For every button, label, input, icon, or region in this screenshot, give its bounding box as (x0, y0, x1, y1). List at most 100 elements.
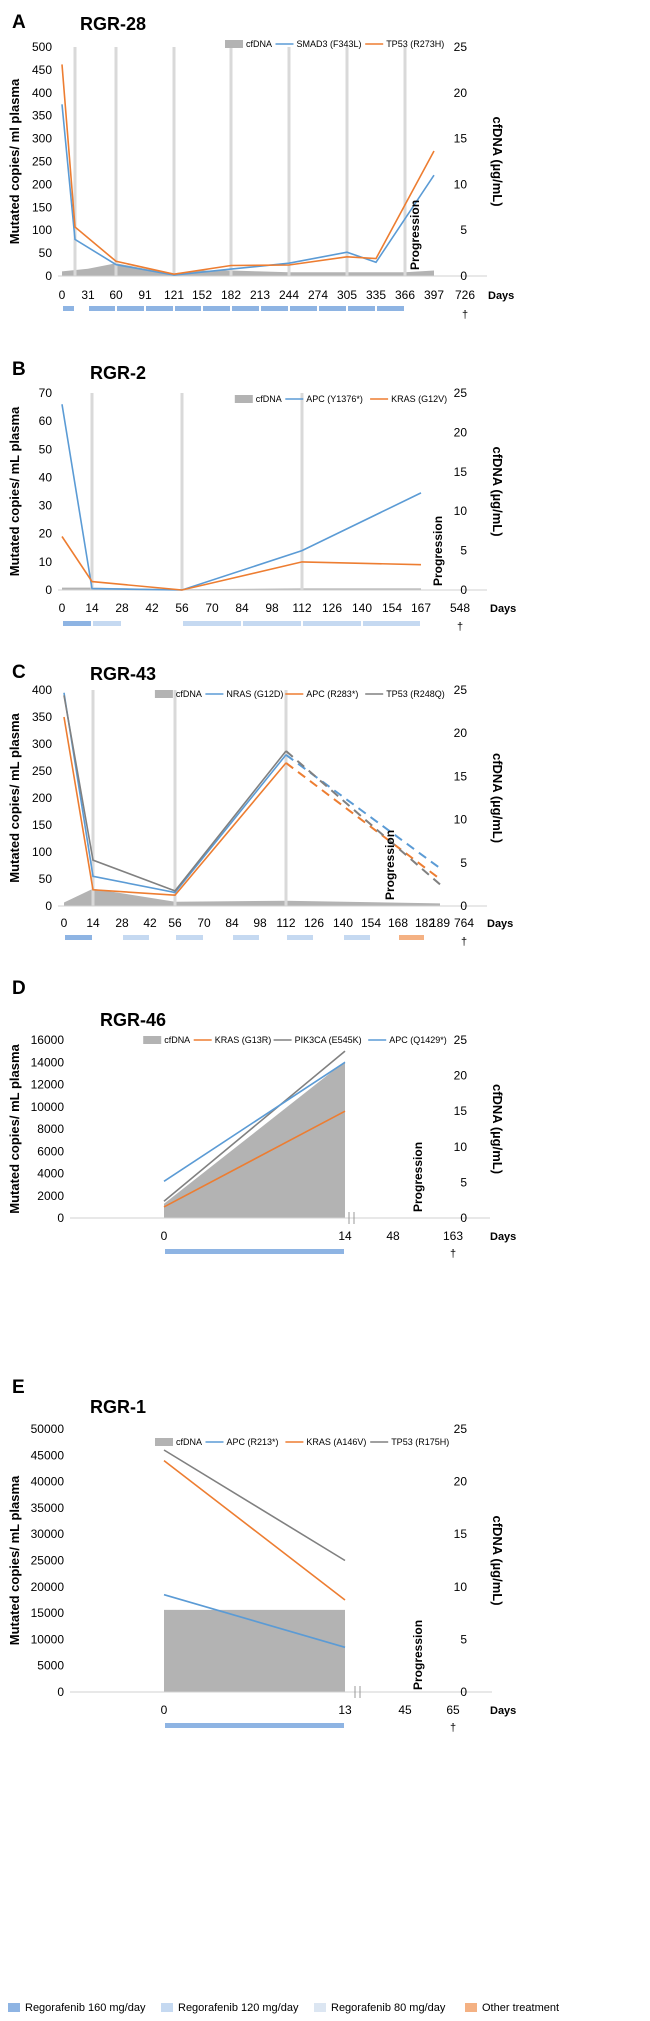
panel-d-y-tick: 12000 (31, 1078, 65, 1092)
panel-c-legend-swatch-cfdna (154, 690, 173, 698)
panel-a-death-mark: † (462, 309, 468, 321)
panel-e-y2-tick: 25 (454, 1422, 468, 1436)
panel-e-y-tick: 5000 (37, 1659, 64, 1673)
panel-d-death-mark: † (450, 1248, 456, 1260)
panel-a-y-axis-title: Mutated copies/ ml plasma (7, 78, 22, 244)
treatment-legend-swatch-1 (161, 2003, 173, 2012)
panel-a-x-tick: 366 (395, 288, 415, 302)
panel-c-y-tick: 350 (32, 710, 52, 724)
panel-a-y2-tick: 10 (454, 177, 468, 191)
panel-d-legend-label-1: KRAS (G13R) (215, 1035, 272, 1045)
panel-a-x-tick: 152 (192, 288, 212, 302)
panel-c-y2-tick: 5 (460, 856, 467, 870)
panel-c-y2-axis-title: cfDNA (µg/mL) (490, 753, 505, 843)
panel-e-cfdna-area (164, 1609, 345, 1692)
panel-a-y-tick: 300 (32, 132, 52, 146)
panel-d-y-tick: 8000 (37, 1122, 64, 1136)
panel-c-x-tick: 189 (430, 916, 450, 930)
panel-e-x-tick: 13 (338, 1703, 352, 1717)
panel-d-title: RGR-46 (100, 1010, 166, 1030)
treatment-legend-label-0: Regorafenib 160 mg/day (25, 2002, 146, 2014)
panel-d-legend-label-2: PIK3CA (E545K) (295, 1035, 362, 1045)
treatment-legend-label-3: Other treatment (482, 2002, 559, 2014)
panel-b: B RGR-2 0 10 20 30 40 50 60 70 0 5 10 15 20 25 0 14 28 42 56… (7, 359, 516, 633)
panel-b-x-tick: 548 (450, 601, 470, 615)
panel-c-x-tick: 42 (143, 916, 157, 930)
panel-d-y-tick: 0 (57, 1211, 64, 1225)
panel-b-y2-tick: 0 (460, 583, 467, 597)
panel-b-y2-tick: 5 (460, 544, 467, 558)
panel-b-legend-label-0: cfDNA (256, 394, 282, 404)
panel-b-x-tick: 84 (235, 601, 249, 615)
panel-e-series-1-line (163, 1459, 346, 1601)
panel-a-legend-label-0: cfDNA (246, 39, 272, 49)
panel-e-progression-label: Progression (411, 1620, 425, 1690)
panel-c-y2-tick: 25 (454, 683, 468, 697)
panel-c-legend-label-1: NRAS (G12D) (226, 689, 283, 699)
panel-b-y-tick: 10 (39, 555, 53, 569)
panel-c-y-tick: 100 (32, 845, 52, 859)
panel-a-treatment-bar-6 (232, 306, 259, 311)
panel-d-y2-axis-title: cfDNA (µg/mL) (490, 1084, 505, 1174)
panel-e-legend-label-1: APC (R213*) (227, 1437, 279, 1447)
panel-e-y2-tick: 0 (460, 1685, 467, 1699)
panel-a-series-1-line (61, 64, 435, 276)
panel-c-x-tick: 140 (333, 916, 353, 930)
panel-c-x-tick: 84 (225, 916, 239, 930)
panel-d-y2-tick: 25 (454, 1033, 468, 1047)
panel-c-y2-tick: 0 (460, 899, 467, 913)
panel-b-progression-label: Progression (431, 516, 445, 586)
panel-e-title: RGR-1 (90, 1397, 146, 1417)
panel-a-series-0-line (61, 104, 435, 276)
panel-e-series-2-line (163, 1449, 346, 1562)
panel-a-y2-tick: 0 (460, 269, 467, 283)
panel-b-y-tick: 20 (39, 527, 53, 541)
panel-b-x-tick: 14 (85, 601, 99, 615)
panel-e-y2-tick: 5 (460, 1632, 467, 1646)
panel-c-x-tick: 112 (276, 916, 295, 930)
panel-e-y-tick: 10000 (31, 1632, 65, 1646)
panel-b-x-tick: 98 (265, 601, 279, 615)
panel-b-x-tick: 167 (411, 601, 431, 615)
panel-d-y-tick: 6000 (37, 1144, 64, 1158)
panel-c-y-tick: 250 (32, 764, 52, 778)
panel-a-treatment-bar-8 (290, 306, 317, 311)
panel-d-legend-label-0: cfDNA (164, 1035, 190, 1045)
panel-a-days-label: Days (488, 290, 514, 302)
panel-c-y2-tick: 20 (454, 726, 468, 740)
panel-a-treatment-bar-1 (89, 306, 115, 311)
panel-a-y2-tick: 25 (454, 40, 468, 54)
panel-c-legend-label-2: APC (R283*) (306, 689, 358, 699)
panel-a-y-tick: 150 (32, 200, 52, 214)
panel-d-x-tick: 163 (443, 1229, 463, 1243)
panel-c-progression-label: Progression (383, 830, 397, 900)
panel-b-x-tick: 112 (292, 601, 311, 615)
panel-c-y-tick: 300 (32, 737, 52, 751)
panel-c-y-tick: 150 (32, 818, 52, 832)
panel-c-treatment-bar-1 (123, 935, 149, 940)
panel-a-treatment-bar-11 (377, 306, 404, 311)
panel-b-legend-label-2: KRAS (G12V) (391, 394, 447, 404)
panel-d-y-tick: 16000 (31, 1033, 65, 1047)
panel-b-treatment-bar-1 (93, 621, 121, 626)
panel-a-y-tick: 450 (32, 63, 52, 77)
panel-e-y-tick: 50000 (31, 1422, 65, 1436)
panel-c-x-tick: 0 (61, 916, 68, 930)
panel-b-legend-swatch-cfdna (234, 395, 253, 403)
panel-b-days-label: Days (490, 603, 516, 615)
panel-c-treatment-bar-5 (344, 935, 370, 940)
panel-d-x-tick: 0 (161, 1229, 168, 1243)
panel-a-x-tick: 60 (109, 288, 123, 302)
panel-b-treatment-bar-4 (303, 621, 361, 626)
panel-e-x-tick: 65 (446, 1703, 460, 1717)
panel-a-y-tick: 250 (32, 155, 52, 169)
panel-c-x-tick: 14 (86, 916, 100, 930)
panel-a-legend-swatch-cfdna (225, 40, 243, 48)
panel-a-y2-tick: 5 (460, 223, 467, 237)
panel-c-y-axis-title: Mutated copies/ mL plasma (7, 712, 22, 882)
panel-a-x-tick: 335 (366, 288, 386, 302)
panel-b-legend-label-1: APC (Y1376*) (306, 394, 363, 404)
panel-e-y-tick: 20000 (31, 1580, 65, 1594)
panel-b-y-tick: 70 (39, 386, 53, 400)
